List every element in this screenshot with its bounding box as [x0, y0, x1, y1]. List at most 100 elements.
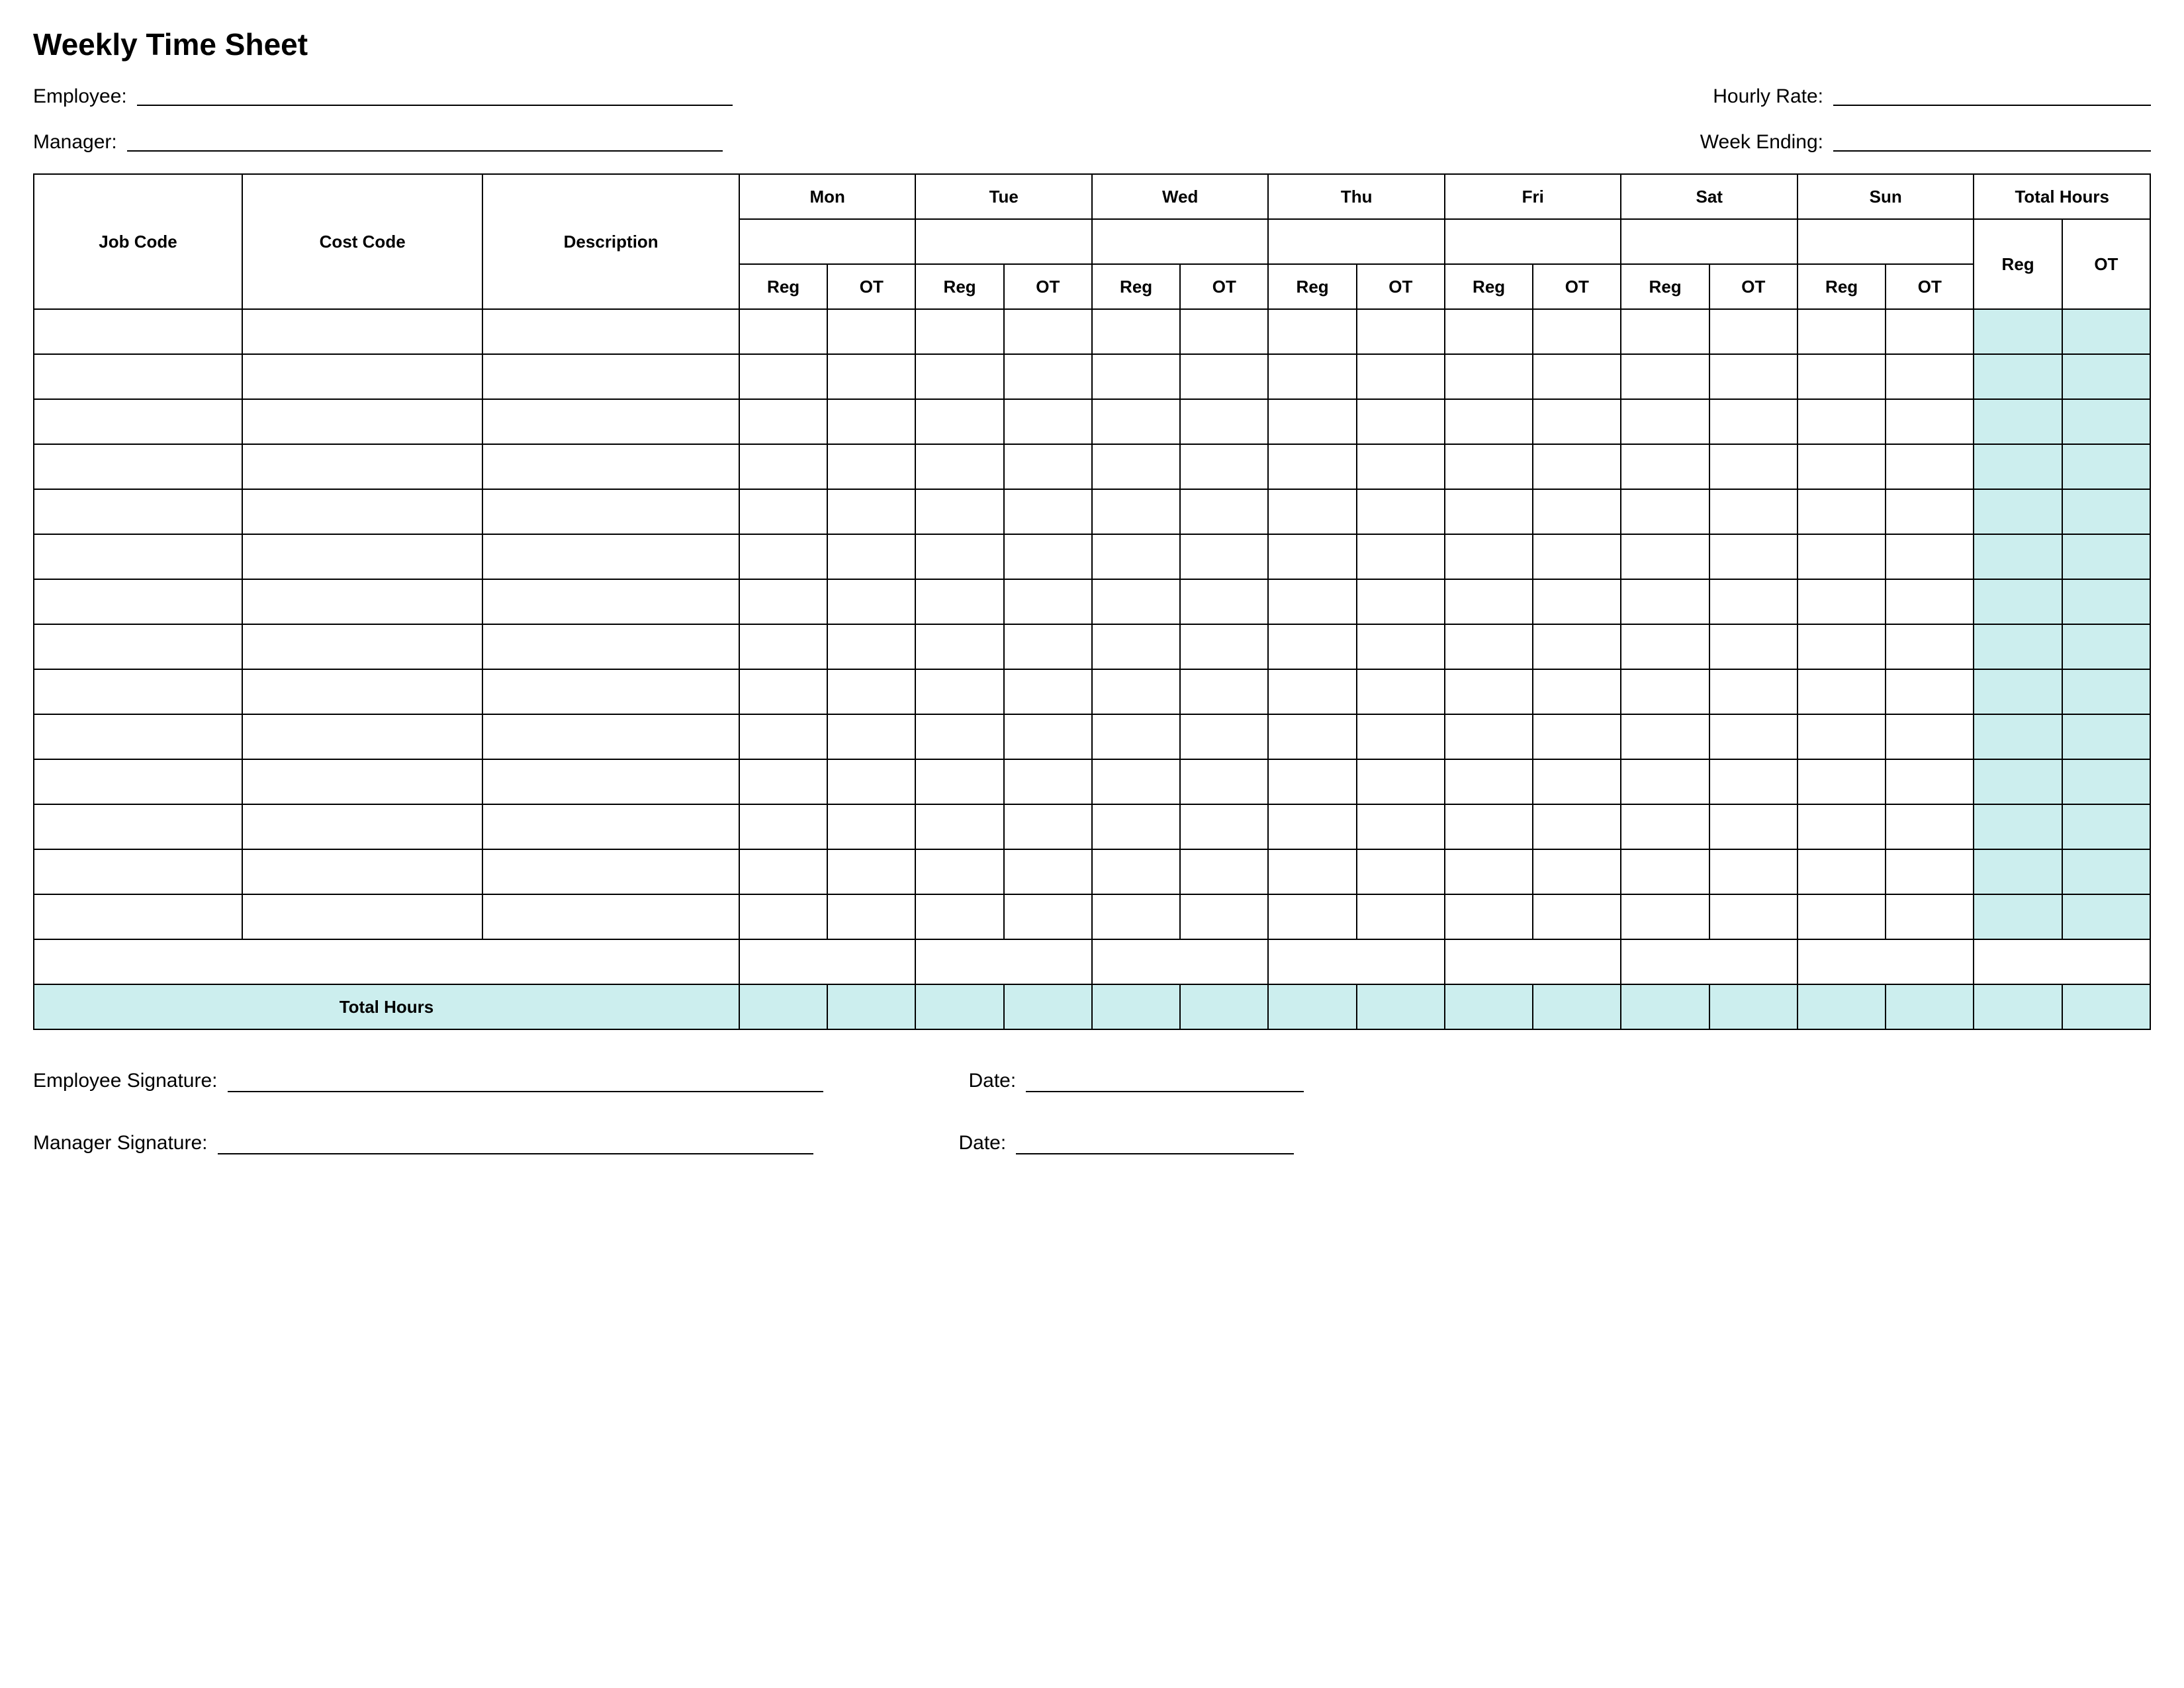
reg-cell[interactable]	[1797, 534, 1886, 579]
cost-code-cell[interactable]	[242, 309, 482, 354]
manager-signature-date-field[interactable]	[1016, 1132, 1294, 1154]
reg-cell[interactable]	[1621, 309, 1709, 354]
reg-cell[interactable]	[915, 804, 1003, 849]
employee-signature-date-field[interactable]	[1026, 1070, 1304, 1092]
job-code-cell[interactable]	[34, 354, 242, 399]
reg-cell[interactable]	[739, 579, 827, 624]
reg-cell[interactable]	[1797, 849, 1886, 894]
ot-cell[interactable]	[1886, 579, 1974, 624]
ot-cell[interactable]	[1004, 804, 1092, 849]
reg-cell[interactable]	[1797, 669, 1886, 714]
ot-cell[interactable]	[1004, 489, 1092, 534]
job-code-cell[interactable]	[34, 804, 242, 849]
ot-cell[interactable]	[1709, 714, 1797, 759]
job-code-cell[interactable]	[34, 759, 242, 804]
job-code-cell[interactable]	[34, 399, 242, 444]
reg-cell[interactable]	[915, 669, 1003, 714]
ot-cell[interactable]	[1180, 579, 1268, 624]
reg-cell[interactable]	[739, 714, 827, 759]
cost-code-cell[interactable]	[242, 894, 482, 939]
ot-cell[interactable]	[1709, 804, 1797, 849]
reg-cell[interactable]	[739, 894, 827, 939]
reg-cell[interactable]	[739, 354, 827, 399]
ot-cell[interactable]	[1709, 534, 1797, 579]
ot-cell[interactable]	[1180, 759, 1268, 804]
ot-cell[interactable]	[1004, 894, 1092, 939]
ot-cell[interactable]	[1004, 714, 1092, 759]
reg-cell[interactable]	[1092, 534, 1180, 579]
ot-cell[interactable]	[1004, 399, 1092, 444]
reg-cell[interactable]	[1445, 849, 1533, 894]
ot-cell[interactable]	[1357, 309, 1445, 354]
ot-cell[interactable]	[1180, 354, 1268, 399]
ot-cell[interactable]	[1709, 489, 1797, 534]
reg-cell[interactable]	[1621, 849, 1709, 894]
reg-cell[interactable]	[1268, 534, 1356, 579]
reg-cell[interactable]	[915, 444, 1003, 489]
ot-cell[interactable]	[1533, 624, 1621, 669]
description-cell[interactable]	[482, 894, 739, 939]
ot-cell[interactable]	[827, 714, 915, 759]
ot-cell[interactable]	[1886, 624, 1974, 669]
ot-cell[interactable]	[1533, 849, 1621, 894]
ot-cell[interactable]	[1709, 759, 1797, 804]
job-code-cell[interactable]	[34, 669, 242, 714]
reg-cell[interactable]	[1092, 894, 1180, 939]
description-cell[interactable]	[482, 804, 739, 849]
description-cell[interactable]	[482, 489, 739, 534]
ot-cell[interactable]	[1886, 534, 1974, 579]
reg-cell[interactable]	[1621, 444, 1709, 489]
reg-cell[interactable]	[1445, 534, 1533, 579]
ot-cell[interactable]	[827, 804, 915, 849]
reg-cell[interactable]	[1797, 624, 1886, 669]
reg-cell[interactable]	[1797, 714, 1886, 759]
ot-cell[interactable]	[1357, 714, 1445, 759]
description-cell[interactable]	[482, 849, 739, 894]
ot-cell[interactable]	[1004, 849, 1092, 894]
reg-cell[interactable]	[1092, 759, 1180, 804]
reg-cell[interactable]	[1092, 624, 1180, 669]
ot-cell[interactable]	[1886, 444, 1974, 489]
ot-cell[interactable]	[1004, 669, 1092, 714]
ot-cell[interactable]	[827, 759, 915, 804]
reg-cell[interactable]	[1445, 804, 1533, 849]
ot-cell[interactable]	[827, 489, 915, 534]
ot-cell[interactable]	[1886, 354, 1974, 399]
reg-cell[interactable]	[1445, 759, 1533, 804]
reg-cell[interactable]	[1092, 444, 1180, 489]
employee-signature-field[interactable]	[228, 1070, 823, 1092]
job-code-cell[interactable]	[34, 534, 242, 579]
ot-cell[interactable]	[1357, 534, 1445, 579]
ot-cell[interactable]	[1886, 759, 1974, 804]
job-code-cell[interactable]	[34, 579, 242, 624]
ot-cell[interactable]	[1357, 759, 1445, 804]
ot-cell[interactable]	[1180, 399, 1268, 444]
reg-cell[interactable]	[739, 399, 827, 444]
reg-cell[interactable]	[1445, 669, 1533, 714]
ot-cell[interactable]	[1357, 489, 1445, 534]
reg-cell[interactable]	[1797, 309, 1886, 354]
reg-cell[interactable]	[1621, 714, 1709, 759]
ot-cell[interactable]	[1533, 894, 1621, 939]
reg-cell[interactable]	[1268, 579, 1356, 624]
job-code-cell[interactable]	[34, 309, 242, 354]
ot-cell[interactable]	[1357, 624, 1445, 669]
reg-cell[interactable]	[1797, 354, 1886, 399]
ot-cell[interactable]	[1709, 849, 1797, 894]
ot-cell[interactable]	[1533, 309, 1621, 354]
description-cell[interactable]	[482, 714, 739, 759]
ot-cell[interactable]	[1533, 354, 1621, 399]
date-cell-2[interactable]	[1092, 219, 1269, 264]
ot-cell[interactable]	[827, 399, 915, 444]
job-code-cell[interactable]	[34, 849, 242, 894]
reg-cell[interactable]	[739, 489, 827, 534]
reg-cell[interactable]	[1445, 444, 1533, 489]
ot-cell[interactable]	[827, 669, 915, 714]
reg-cell[interactable]	[1445, 579, 1533, 624]
ot-cell[interactable]	[827, 444, 915, 489]
reg-cell[interactable]	[1621, 624, 1709, 669]
ot-cell[interactable]	[827, 534, 915, 579]
reg-cell[interactable]	[1092, 309, 1180, 354]
ot-cell[interactable]	[1180, 894, 1268, 939]
ot-cell[interactable]	[1357, 669, 1445, 714]
